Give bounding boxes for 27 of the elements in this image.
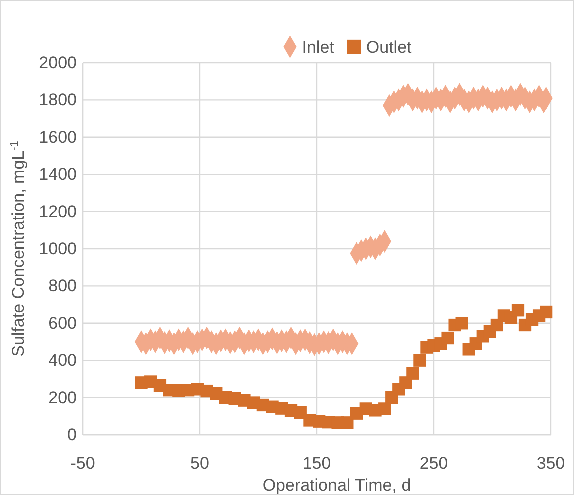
y-tick-label: 1800 (39, 90, 77, 110)
y-tick-label: 0 (68, 425, 77, 444)
legend-label: Outlet (366, 38, 412, 57)
y-tick-label: 1600 (39, 128, 77, 147)
y-tick-label: 2000 (39, 53, 77, 72)
x-tick-label: 350 (536, 454, 566, 474)
point (456, 317, 468, 330)
x-tick-label: 50 (190, 454, 210, 474)
x-tick-label: -50 (70, 454, 96, 474)
y-tick-label: 1000 (39, 239, 77, 258)
point (414, 354, 426, 367)
x-tick-label: 150 (302, 454, 332, 474)
y-tick-label: 200 (48, 388, 77, 408)
point (540, 306, 553, 319)
point (406, 367, 420, 380)
y-tick-label: 400 (48, 351, 77, 370)
x-tick-label: 250 (420, 454, 448, 474)
point (512, 304, 525, 317)
y-tick-label: 600 (48, 314, 77, 333)
point (341, 416, 354, 430)
point (442, 332, 454, 345)
point (378, 402, 392, 416)
y-tick-label: 800 (48, 276, 77, 296)
y-tick-label: 1200 (39, 202, 77, 222)
y-tick-label: 1400 (39, 165, 77, 184)
legend-label: Inlet (302, 38, 335, 57)
x-axis-title: Operational Time, d (262, 476, 412, 495)
